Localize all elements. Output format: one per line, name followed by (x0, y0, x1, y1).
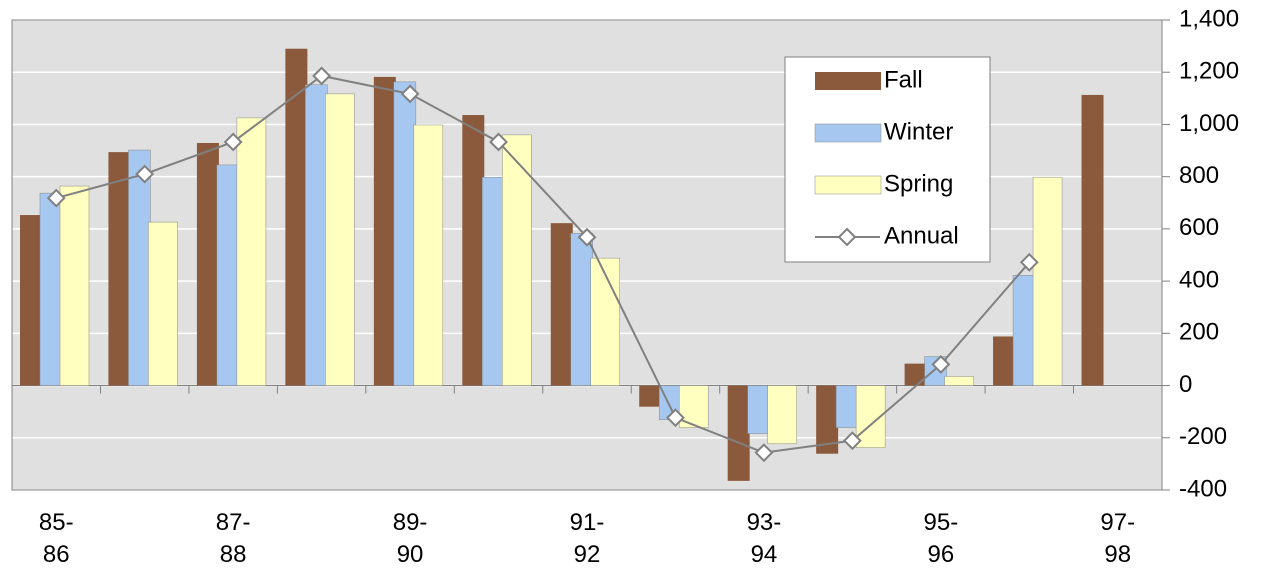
plot-border (11, 19, 1163, 491)
bar (590, 257, 620, 386)
x-tick-label: 85-86 (38, 509, 74, 568)
bar (236, 117, 267, 386)
bar (816, 385, 839, 454)
bar (835, 385, 859, 428)
x-tick-label: 93-94 (746, 509, 782, 568)
marker (1019, 252, 1039, 272)
bar (639, 385, 662, 407)
y-tick-label: 600 (1179, 214, 1219, 241)
marker (666, 408, 685, 428)
x-tick-label: 95-96 (923, 509, 959, 568)
bar (904, 363, 927, 386)
bar (148, 221, 178, 386)
bar (108, 152, 131, 386)
marker (931, 354, 951, 374)
bar (19, 215, 42, 386)
bar (502, 134, 532, 386)
bar (1081, 94, 1104, 386)
bar (59, 185, 90, 386)
y-tick-label: 1,200 (1179, 58, 1239, 85)
bar (285, 48, 308, 386)
line (55, 74, 1031, 454)
bar (550, 223, 573, 386)
legend-swatch (814, 175, 882, 195)
bar (993, 336, 1016, 386)
marker (400, 84, 420, 104)
legend-label: Winter (884, 118, 953, 145)
y-tick-label: 200 (1179, 319, 1219, 346)
bar (305, 84, 328, 386)
bar (767, 385, 797, 445)
legend-label: Annual (884, 222, 959, 249)
x-tick-label: 97-98 (1100, 509, 1136, 568)
y-tick-label: 1,400 (1179, 5, 1239, 32)
bar (482, 176, 505, 386)
y-tick-label: 0 (1179, 371, 1192, 398)
marker (223, 132, 243, 152)
x-tick-label: 91-92 (569, 509, 605, 568)
y-tick-label: -400 (1179, 475, 1227, 502)
bar (39, 192, 63, 386)
bar (747, 385, 770, 434)
bar (413, 124, 444, 386)
marker (135, 164, 155, 184)
bar (727, 385, 750, 481)
legend-marker (837, 227, 857, 247)
legend: Fall Winter Spring Annual (784, 56, 991, 263)
bar (1012, 275, 1036, 386)
y-tick-label: 1,000 (1179, 110, 1239, 137)
legend-box (784, 56, 991, 263)
bar (216, 164, 240, 386)
marker (842, 431, 862, 451)
marker (577, 227, 597, 247)
marker (489, 132, 508, 152)
legend-label: Fall (884, 66, 923, 93)
y-tick-label: 400 (1179, 266, 1219, 293)
legend-swatch (815, 72, 881, 90)
y-tick-label: -200 (1179, 423, 1227, 450)
legend-swatch (814, 123, 882, 143)
bar (373, 76, 396, 386)
marker (312, 66, 332, 86)
bar (128, 149, 151, 386)
bar (570, 233, 594, 386)
x-tick-label: 87-88 (215, 509, 251, 568)
bar (1032, 176, 1063, 386)
bar (462, 115, 485, 386)
bar (393, 81, 417, 386)
bar (196, 142, 219, 386)
y-tick-label: 800 (1179, 162, 1219, 189)
marker (46, 188, 66, 208)
marker (754, 443, 774, 463)
bar (325, 93, 355, 386)
x-tick-label: 89-90 (392, 509, 428, 568)
legend-label: Spring (884, 170, 953, 197)
bar (944, 376, 974, 386)
